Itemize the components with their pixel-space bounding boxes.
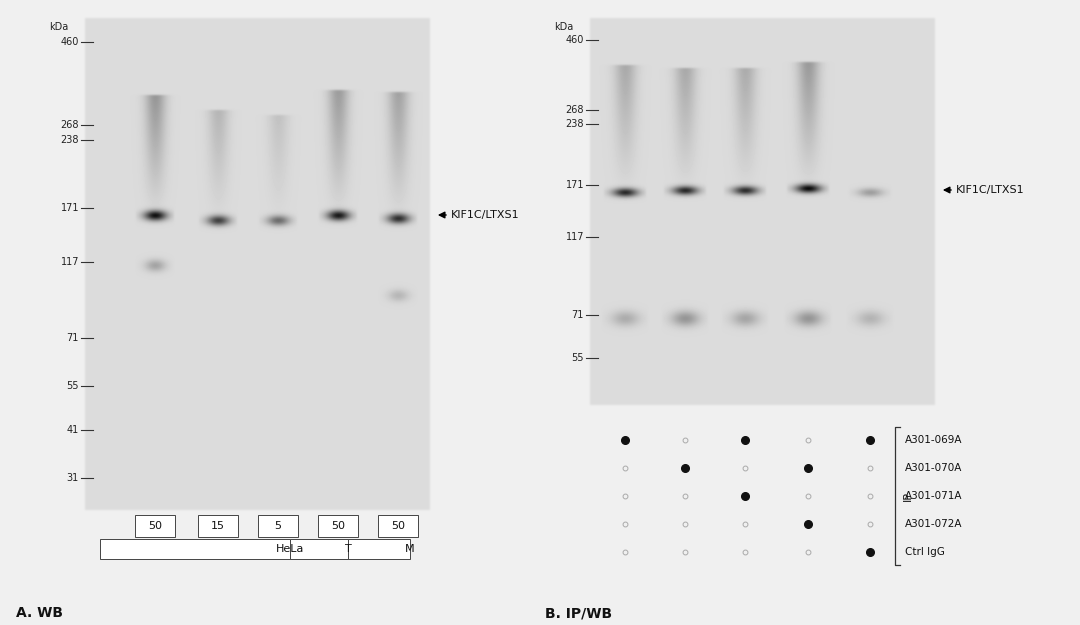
Bar xyxy=(100,539,291,559)
Bar xyxy=(258,515,298,537)
Text: 31: 31 xyxy=(67,473,79,483)
Text: Ctrl IgG: Ctrl IgG xyxy=(905,547,945,557)
Text: 50: 50 xyxy=(148,521,162,531)
Text: 460: 460 xyxy=(60,37,79,47)
Text: A301-071A: A301-071A xyxy=(905,491,962,501)
Text: A. WB: A. WB xyxy=(16,606,64,620)
Text: T: T xyxy=(345,544,351,554)
Bar xyxy=(135,515,175,537)
Text: 268: 268 xyxy=(566,105,584,115)
Text: M: M xyxy=(405,544,415,554)
Text: 117: 117 xyxy=(60,257,79,267)
Text: 460: 460 xyxy=(566,35,584,45)
Text: 71: 71 xyxy=(67,333,79,343)
Text: KIF1C/LTXS1: KIF1C/LTXS1 xyxy=(451,210,519,220)
Text: 238: 238 xyxy=(566,119,584,129)
Bar xyxy=(198,515,238,537)
Text: 238: 238 xyxy=(60,135,79,145)
Text: A301-072A: A301-072A xyxy=(905,519,962,529)
Text: A301-069A: A301-069A xyxy=(905,435,962,445)
Text: KIF1C/LTXS1: KIF1C/LTXS1 xyxy=(956,185,1025,195)
Bar xyxy=(348,539,410,559)
Text: IP: IP xyxy=(903,491,913,501)
Text: 50: 50 xyxy=(330,521,345,531)
Text: 50: 50 xyxy=(391,521,405,531)
Text: 117: 117 xyxy=(566,232,584,242)
Text: 15: 15 xyxy=(211,521,225,531)
Text: A301-070A: A301-070A xyxy=(905,463,962,473)
Text: 5: 5 xyxy=(274,521,282,531)
Text: B. IP/WB: B. IP/WB xyxy=(545,606,612,620)
Bar xyxy=(378,515,418,537)
Text: kDa: kDa xyxy=(554,22,573,32)
Text: 171: 171 xyxy=(60,203,79,213)
Text: 55: 55 xyxy=(571,353,584,363)
Text: 171: 171 xyxy=(566,180,584,190)
Text: HeLa: HeLa xyxy=(275,544,305,554)
Text: 41: 41 xyxy=(67,425,79,435)
Text: kDa: kDa xyxy=(49,22,68,32)
Bar xyxy=(318,515,357,537)
Text: 55: 55 xyxy=(67,381,79,391)
Text: 71: 71 xyxy=(571,310,584,320)
Text: 268: 268 xyxy=(60,120,79,130)
Bar xyxy=(291,539,348,559)
